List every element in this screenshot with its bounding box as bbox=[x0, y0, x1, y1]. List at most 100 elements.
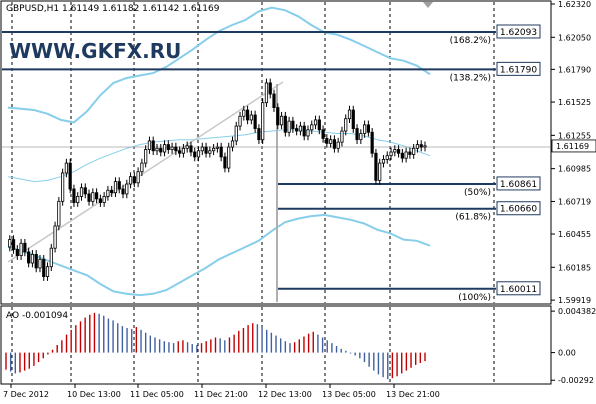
candle-body bbox=[378, 162, 382, 181]
candle-body bbox=[351, 109, 355, 129]
fib-price-box bbox=[496, 281, 541, 296]
candle-body bbox=[276, 107, 280, 126]
fib-level-price: 1.61790 bbox=[500, 65, 537, 75]
candle-body bbox=[136, 171, 140, 184]
candle-body bbox=[174, 146, 178, 152]
fib-level-percent: (100%) bbox=[458, 293, 491, 303]
candle-body bbox=[64, 162, 68, 174]
candle-body bbox=[283, 115, 287, 133]
price-tick-label: 1.61525 bbox=[558, 98, 591, 107]
candle-body bbox=[313, 119, 318, 126]
watermark: WWW.GKFX.RU bbox=[9, 39, 181, 63]
candle-body bbox=[166, 144, 170, 150]
candle-body bbox=[298, 125, 303, 132]
price-tick-label: 1.62320 bbox=[558, 0, 591, 9]
candle-body bbox=[155, 147, 159, 152]
candle-body bbox=[45, 266, 50, 277]
candle-body bbox=[408, 151, 412, 155]
candle-body bbox=[189, 145, 193, 153]
fib-level-price: 1.60861 bbox=[500, 180, 537, 190]
candle-body bbox=[325, 138, 329, 144]
fib-price-box bbox=[496, 61, 541, 76]
candle-body bbox=[249, 114, 253, 121]
fib-level-percent: (50%) bbox=[464, 188, 491, 198]
candle-body bbox=[49, 247, 53, 268]
candle-body bbox=[355, 128, 359, 141]
candle-body bbox=[253, 114, 257, 129]
candle-body bbox=[196, 150, 201, 158]
chart-shift-arrow-icon[interactable] bbox=[423, 2, 433, 8]
fib-level-percent: (168.2%) bbox=[450, 36, 491, 46]
fib-level-percent: (138.2%) bbox=[450, 73, 491, 83]
time-tick-label: 12 Dec 13:00 bbox=[258, 390, 312, 399]
candle-body bbox=[151, 140, 155, 152]
candle-body bbox=[159, 147, 163, 153]
candle-body bbox=[268, 82, 272, 95]
candle-body bbox=[162, 144, 167, 153]
candle-body bbox=[193, 151, 197, 158]
candle-body bbox=[396, 149, 401, 154]
candle-body bbox=[412, 147, 416, 155]
time-tick-label: 7 Dec 2012 bbox=[3, 390, 49, 399]
candle-body bbox=[245, 109, 250, 121]
candle-body bbox=[291, 120, 295, 129]
candle-body bbox=[400, 152, 404, 159]
candle-body bbox=[310, 124, 314, 131]
fib-price-box bbox=[496, 201, 541, 216]
candle-body bbox=[212, 147, 216, 152]
candle-body bbox=[257, 128, 261, 141]
candle-body bbox=[404, 151, 408, 159]
candle-body bbox=[98, 198, 102, 203]
candle-body bbox=[83, 187, 87, 195]
candle-body bbox=[94, 192, 99, 200]
candle-body bbox=[359, 133, 363, 141]
time-tick-label: 13 Dec 21:00 bbox=[386, 390, 440, 399]
candle-body bbox=[415, 144, 420, 149]
candle-body bbox=[389, 151, 393, 157]
candle-body bbox=[38, 258, 42, 269]
candle-body bbox=[144, 149, 148, 164]
candle-body bbox=[57, 200, 61, 227]
candle-body bbox=[68, 162, 72, 190]
candle-body bbox=[110, 189, 114, 194]
time-tick-label: 10 Dec 13:00 bbox=[67, 390, 121, 399]
candle-body bbox=[264, 82, 269, 104]
candle-body bbox=[19, 242, 23, 256]
candle-body bbox=[419, 144, 423, 148]
candle-body bbox=[128, 176, 133, 185]
ao-label: AO -0.001094 bbox=[6, 311, 68, 321]
candle-body bbox=[147, 140, 152, 150]
candle-body bbox=[306, 129, 310, 137]
candle-body bbox=[15, 249, 19, 257]
candle-body bbox=[223, 156, 227, 169]
fib-level-price: 1.60011 bbox=[500, 285, 537, 295]
candle-body bbox=[219, 146, 223, 158]
price-tick-label: 1.60719 bbox=[558, 197, 591, 206]
candle-body bbox=[340, 130, 344, 143]
candle-body bbox=[363, 124, 367, 134]
price-tick-label: 1.60455 bbox=[558, 230, 591, 239]
ao-tick-label: -0.00292 bbox=[558, 376, 594, 385]
candle-body bbox=[374, 152, 378, 181]
candle-body bbox=[170, 146, 174, 150]
fibonacci-levels[interactable]: (168.2%) 1.62093 (138.2%) 1.61790 (50%) 1.608… bbox=[2, 24, 541, 303]
candle-body bbox=[185, 145, 189, 149]
candle-body bbox=[125, 183, 129, 195]
candle-body bbox=[385, 155, 389, 160]
candle-body bbox=[393, 149, 397, 153]
candle-body bbox=[366, 124, 370, 133]
candle-body bbox=[238, 115, 242, 127]
candle-body bbox=[42, 258, 46, 277]
candle-body bbox=[117, 181, 121, 190]
candle-body bbox=[423, 145, 427, 148]
candle-body bbox=[23, 242, 27, 253]
candle-body bbox=[53, 225, 57, 249]
ao-histogram bbox=[5, 312, 426, 380]
candle-body bbox=[113, 181, 118, 194]
candle-body bbox=[79, 187, 84, 197]
time-tick-label: 11 Dec 21:00 bbox=[194, 390, 248, 399]
candle-body bbox=[234, 125, 238, 142]
candle-body bbox=[87, 193, 91, 202]
fib-level-price: 1.60660 bbox=[500, 205, 537, 215]
